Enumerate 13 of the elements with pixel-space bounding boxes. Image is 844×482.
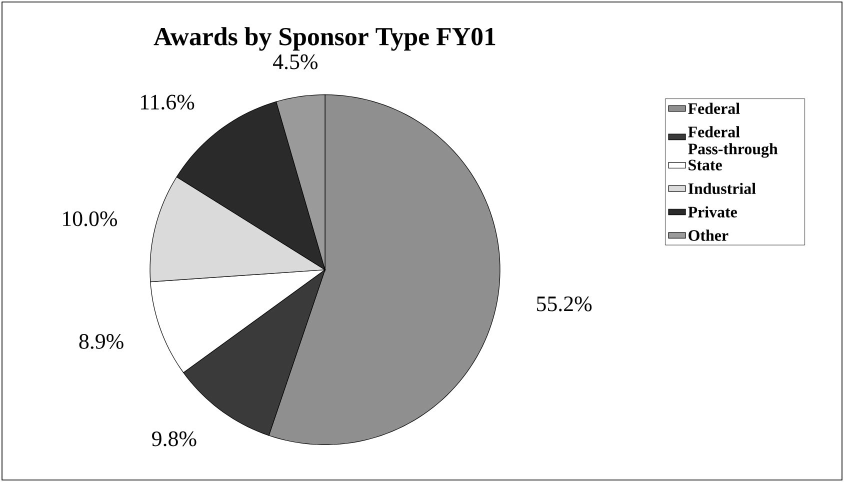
data-label: 55.2% <box>537 296 592 312</box>
legend-label: Federal Pass-through <box>688 126 778 158</box>
legend-label: Other <box>688 230 728 241</box>
data-label: 9.8% <box>152 431 196 446</box>
legend-label: Industrial <box>688 182 756 194</box>
legend-label: State <box>688 160 722 170</box>
data-label: 11.6% <box>140 94 194 110</box>
legend-label: Private <box>688 206 737 218</box>
data-label: 8.9% <box>79 334 124 349</box>
chart-title: Awards by Sponsor Type FY01 <box>154 27 496 51</box>
legend-label: Federal <box>688 102 740 114</box>
data-label: 4.5% <box>273 54 318 70</box>
data-label: 10.0% <box>63 211 118 226</box>
